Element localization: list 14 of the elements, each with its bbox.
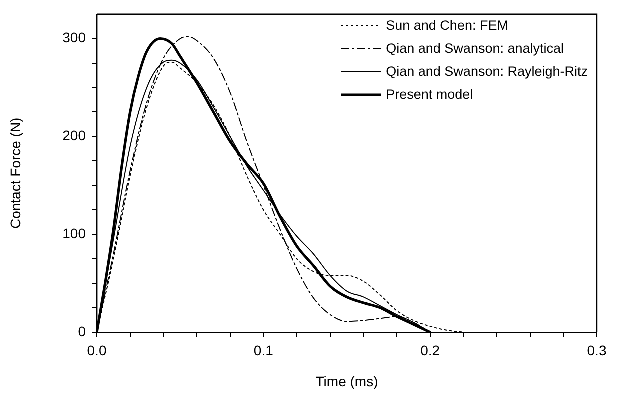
y-tick-label: 200 [62,128,86,144]
x-tick-label: 0.1 [254,342,274,359]
y-tick-label: 300 [62,30,86,46]
legend-label: Qian and Swanson: analytical [386,41,564,56]
y-tick-label: 0 [78,323,86,340]
x-tick-label: 0.3 [587,342,607,359]
y-tick-label: 100 [62,225,86,242]
y-axis-title: Contact Force (N) [7,118,24,230]
legend-label: Sun and Chen: FEM [386,18,508,33]
legend-label: Present model [386,87,474,102]
x-axis-title: Time (ms) [316,373,378,390]
x-tick-label: 0.2 [420,342,440,359]
x-tick-label: 0.0 [87,342,107,359]
legend-label: Qian and Swanson: Rayleigh-Ritz [386,64,588,79]
